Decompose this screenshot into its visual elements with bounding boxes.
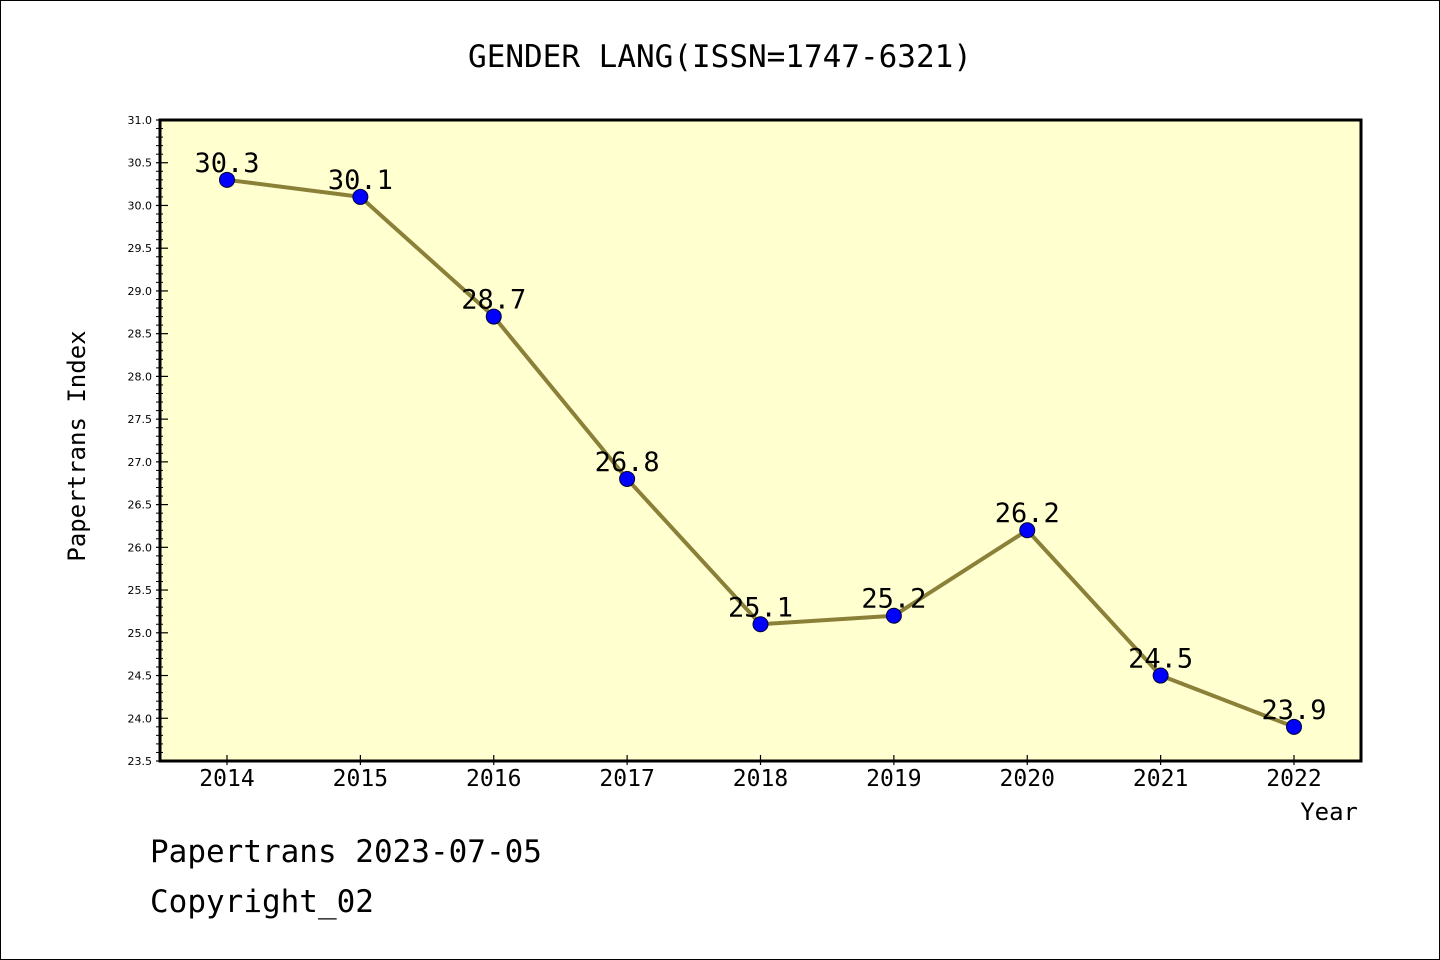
data-point [485, 308, 502, 325]
data-point [352, 188, 369, 205]
chart-title: GENDER LANG(ISSN=1747-6321) [468, 39, 972, 75]
data-label: 23.9 [1261, 695, 1326, 726]
y-tick-label: 24.0 [128, 712, 153, 725]
data-point [619, 470, 636, 487]
data-label: 26.8 [595, 447, 660, 478]
x-tick-label: 2018 [733, 766, 788, 792]
x-axis-label: Year [1300, 798, 1358, 826]
y-tick-label: 31.0 [128, 114, 153, 127]
data-point [1019, 522, 1036, 539]
y-tick-label: 25.5 [128, 584, 153, 597]
data-point [219, 171, 235, 188]
x-tick-label: 2021 [1133, 766, 1188, 792]
y-tick-label: 25.0 [128, 627, 153, 640]
y-tick-label: 27.5 [128, 413, 153, 426]
data-point [1152, 667, 1169, 684]
data-label: 25.2 [861, 584, 926, 615]
data-label: 28.7 [461, 285, 526, 316]
x-tick-label: 2019 [866, 766, 921, 792]
data-labels: 30.3 30.1 28.7 26.8 25.1 25.2 26.2 24.5 23.9 [194, 148, 1326, 726]
y-tick-label: 29.5 [128, 242, 153, 255]
x-axis-ticks: 2014 2015 2016 2017 2018 2019 2020 2021 2022 [199, 755, 1322, 792]
x-tick-label: 2014 [199, 766, 254, 792]
plot-area [160, 120, 1361, 761]
y-tick-label: 30.5 [128, 157, 153, 170]
data-point [1286, 718, 1302, 735]
data-point [752, 616, 769, 633]
data-label: 24.5 [1128, 644, 1193, 675]
footer-copyright: Copyright_02 [150, 884, 374, 920]
plot-border [158, 118, 1363, 763]
y-tick-label: 28.5 [128, 328, 153, 341]
data-point [885, 607, 902, 624]
y-tick-label: 29.0 [128, 285, 153, 298]
data-label: 30.1 [328, 165, 393, 196]
y-axis-label: Papertrans Index [63, 330, 91, 561]
x-tick-label: 2015 [333, 766, 388, 792]
y-tick-label: 24.5 [128, 670, 153, 683]
series-markers [219, 171, 1302, 735]
y-tick-label: 26.5 [128, 499, 153, 512]
data-label: 25.1 [728, 592, 793, 623]
data-label: 30.3 [194, 148, 259, 179]
y-tick-label: 30.0 [128, 199, 153, 212]
footer-date: Papertrans 2023-07-05 [150, 834, 542, 870]
data-label: 26.2 [995, 498, 1060, 529]
y-tick-label: 26.0 [128, 541, 153, 554]
x-tick-label: 2017 [599, 766, 654, 792]
x-tick-label: 2016 [466, 766, 521, 792]
y-tick-label: 27.0 [128, 456, 153, 469]
y-tick-label: 23.5 [128, 755, 153, 768]
x-tick-label: 2022 [1266, 766, 1321, 792]
x-tick-label: 2020 [1000, 766, 1055, 792]
y-tick-label: 28.0 [128, 370, 153, 383]
